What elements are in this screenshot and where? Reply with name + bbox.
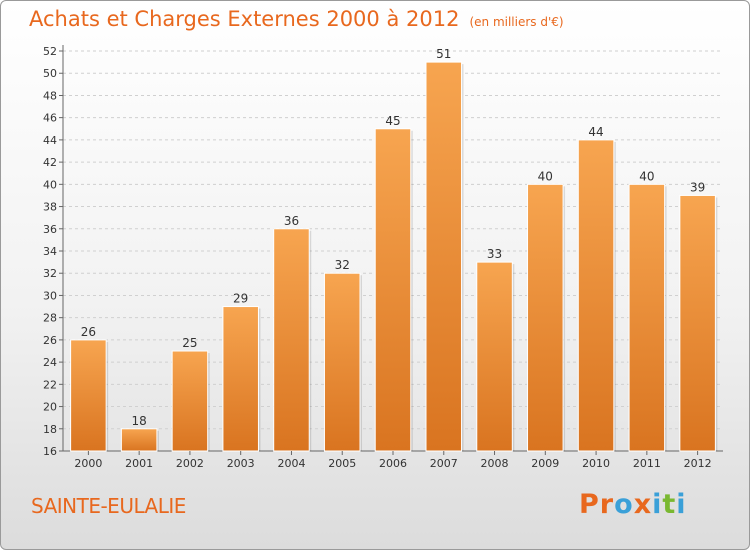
value-label-2006: 45 xyxy=(385,114,400,128)
y-tick-labels: 16 18 20 22 24 26 28 30 32 34 36 38 40 42 44 46 48 50 52 xyxy=(43,45,57,458)
bars xyxy=(70,61,718,452)
y-tick-label: 46 xyxy=(43,112,57,125)
logo-letter: i xyxy=(676,489,687,520)
logo-letter: P xyxy=(579,489,600,520)
y-tick-label: 32 xyxy=(43,267,57,280)
x-tick-label-2005: 2005 xyxy=(328,457,356,470)
value-label-2001: 18 xyxy=(132,414,147,428)
y-tick-label: 28 xyxy=(43,312,57,325)
value-label-2011: 40 xyxy=(639,169,654,183)
y-tick-label: 36 xyxy=(43,223,57,236)
bar-2008 xyxy=(476,261,513,452)
chart-unit: (en milliers d'€) xyxy=(469,15,564,29)
logo-letter: i xyxy=(652,489,663,520)
value-label-2012: 39 xyxy=(690,180,705,194)
bar-2009 xyxy=(527,183,564,452)
value-labels: 26 18 25 29 36 32 45 51 33 40 44 40 39 xyxy=(81,47,706,428)
x-tick-label-2004: 2004 xyxy=(277,457,305,470)
value-label-2007: 51 xyxy=(436,47,451,61)
y-tick-label: 16 xyxy=(43,445,57,458)
proxiti-logo[interactable]: Proxiti xyxy=(579,489,687,520)
y-tick-label: 22 xyxy=(43,378,57,391)
y-tick-label: 26 xyxy=(43,334,57,347)
value-label-2005: 32 xyxy=(335,258,350,272)
bar-2007 xyxy=(425,61,463,452)
x-tick-label-2008: 2008 xyxy=(481,457,509,470)
x-tick-labels: 2000 2001 2002 2003 2004 2005 2006 2007 2008 2009… xyxy=(74,451,712,470)
logo-letter: t xyxy=(662,489,677,520)
y-tick-label: 24 xyxy=(43,356,57,369)
x-tick-label-2002: 2002 xyxy=(176,457,204,470)
bar-2000 xyxy=(70,339,107,452)
y-tick-label: 30 xyxy=(43,289,57,302)
y-tick-label: 42 xyxy=(43,156,57,169)
x-tick-label-2010: 2010 xyxy=(582,457,610,470)
x-tick-label-2012: 2012 xyxy=(684,457,712,470)
value-label-2009: 40 xyxy=(538,169,553,183)
bar-2005 xyxy=(323,272,361,452)
y-tick-label: 20 xyxy=(43,401,57,414)
logo-letter: r xyxy=(599,489,615,520)
value-label-2002: 25 xyxy=(182,336,197,350)
bar-2001 xyxy=(120,428,158,452)
commune-name: SAINTE-EULALIE xyxy=(31,494,186,518)
y-tick-label: 18 xyxy=(43,423,57,436)
logo-letter: o xyxy=(614,489,634,520)
value-label-2008: 33 xyxy=(487,247,502,261)
y-tick-label: 34 xyxy=(43,245,57,258)
chart-title: Achats et Charges Externes 2000 à 2012 (e… xyxy=(29,7,564,31)
x-tick-label-2009: 2009 xyxy=(531,457,559,470)
y-tick-label: 38 xyxy=(43,201,57,214)
value-label-2010: 44 xyxy=(588,125,603,139)
bar-2010 xyxy=(577,139,615,452)
x-tick-label-2001: 2001 xyxy=(125,457,153,470)
x-tick-label-2007: 2007 xyxy=(430,457,458,470)
bar-2003 xyxy=(222,306,259,452)
x-tick-label-2003: 2003 xyxy=(227,457,255,470)
bar-2002 xyxy=(171,350,209,452)
bar-2004 xyxy=(273,228,310,452)
x-tick-label-2011: 2011 xyxy=(633,457,661,470)
x-tick-label-2000: 2000 xyxy=(74,457,102,470)
y-tick-label: 40 xyxy=(43,178,57,191)
y-tick-label: 50 xyxy=(43,67,57,80)
y-tick-label: 44 xyxy=(43,134,57,147)
logo-letter: x xyxy=(633,489,653,520)
value-label-2003: 29 xyxy=(233,292,248,306)
bar-2011 xyxy=(628,183,666,452)
bar-2006 xyxy=(374,128,412,452)
y-tick-label: 52 xyxy=(43,45,57,58)
y-tick-label: 48 xyxy=(43,89,57,102)
value-label-2000: 26 xyxy=(81,325,96,339)
value-label-2004: 36 xyxy=(284,214,299,228)
x-tick-label-2006: 2006 xyxy=(379,457,407,470)
bar-2012 xyxy=(679,194,716,452)
chart-title-text: Achats et Charges Externes 2000 à 2012 xyxy=(29,7,460,31)
